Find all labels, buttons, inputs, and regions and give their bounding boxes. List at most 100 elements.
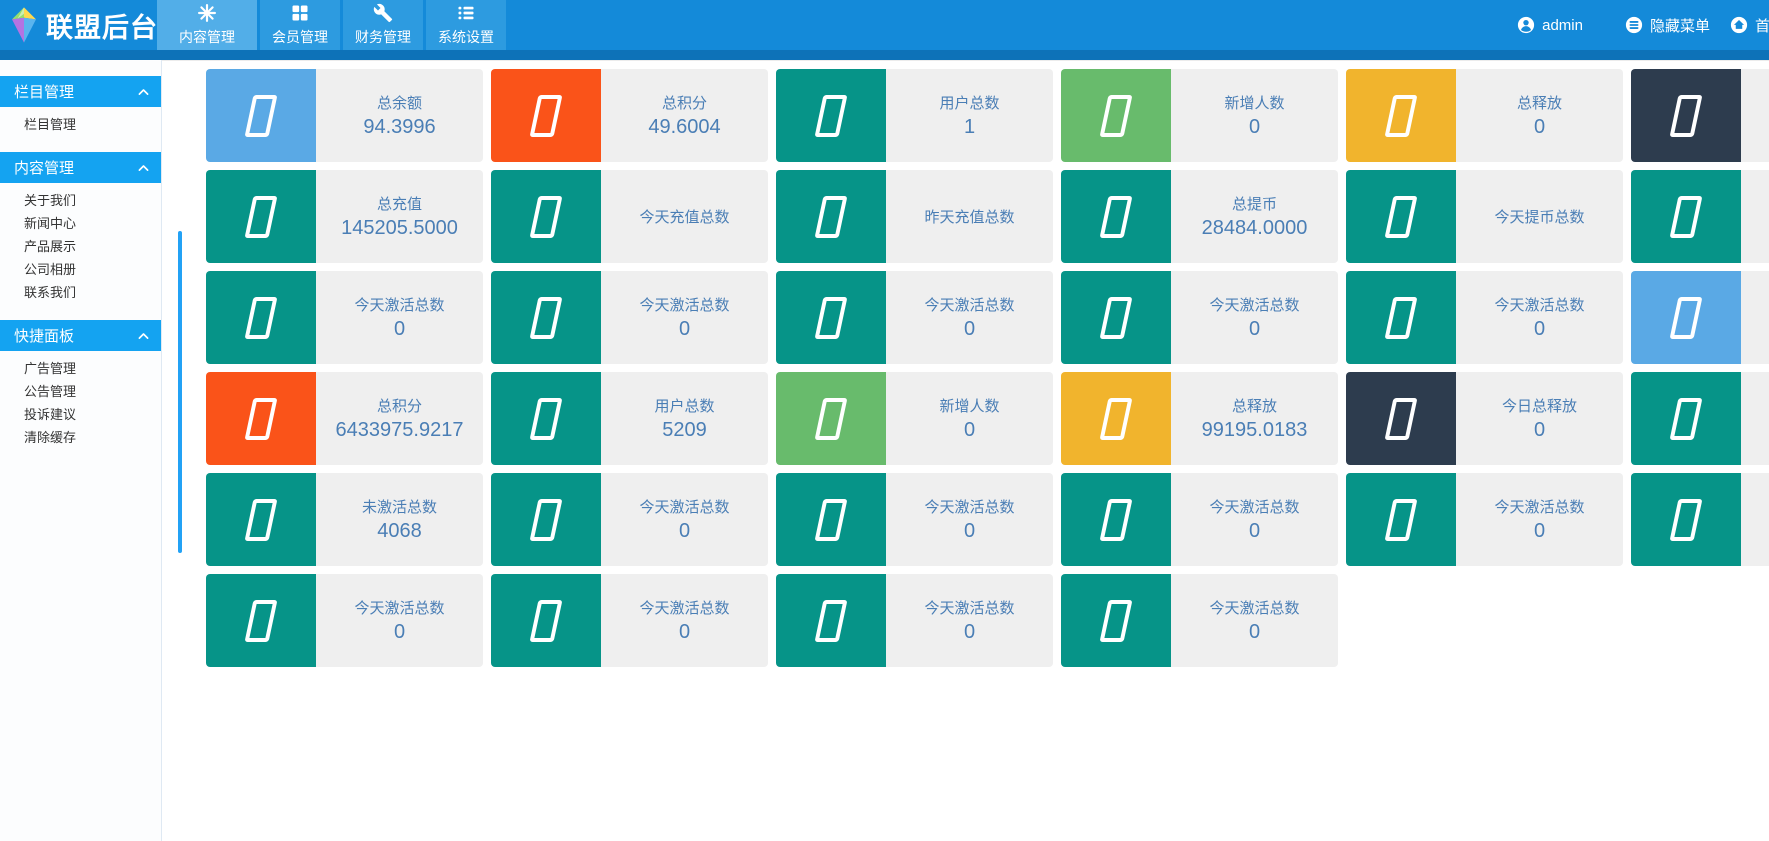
sidebar-item[interactable]: 清除缓存 — [24, 430, 77, 445]
stat-card[interactable]: 今天激活总数 0 — [1346, 271, 1623, 364]
stat-card[interactable]: 今天激活总数 0 — [1061, 271, 1338, 364]
tofu-glyph-icon — [814, 94, 848, 137]
stat-card[interactable]: 总释放 99195.0183 — [1061, 372, 1338, 465]
stat-card[interactable]: 今天激活总数 0 — [491, 574, 768, 667]
stat-label: 今天激活总数 — [639, 297, 730, 314]
stat-card-icon — [206, 473, 316, 566]
tofu-glyph-icon — [1384, 94, 1418, 137]
stat-value: 0 — [393, 318, 406, 340]
nav-tab-2[interactable]: 会员管理 — [260, 0, 340, 50]
app-logo-area: 联盟后台 — [0, 0, 157, 50]
stat-card[interactable] — [1631, 372, 1769, 465]
asterisk-icon — [197, 3, 217, 23]
sidebar-group-title: 栏目管理 — [14, 84, 75, 101]
stat-card[interactable]: 今天激活总数 0 — [776, 574, 1053, 667]
stat-card[interactable]: 今天激活总数 0 — [776, 473, 1053, 566]
stat-card-body: 今天激活总数 0 — [316, 574, 483, 667]
sidebar-item[interactable]: 栏目管理 — [24, 117, 77, 132]
stat-card[interactable]: 总释放 0 — [1346, 69, 1623, 162]
stat-card-body: 今天激活总数 0 — [1456, 473, 1623, 566]
stat-value: 1 — [963, 116, 976, 138]
sidebar-item[interactable]: 投诉建议 — [24, 407, 77, 422]
stat-card-icon — [1631, 170, 1741, 263]
stat-card[interactable]: 昨天充值总数 — [776, 170, 1053, 263]
sidebar-item[interactable]: 公告管理 — [24, 384, 77, 399]
stat-card[interactable]: 总余额 94.3996 — [206, 69, 483, 162]
stat-card[interactable]: 今天充值总数 — [491, 170, 768, 263]
tofu-glyph-icon — [814, 296, 848, 339]
stat-card[interactable]: 新增人数 0 — [1061, 69, 1338, 162]
stat-card[interactable]: 今天提币总数 — [1346, 170, 1623, 263]
user-menu[interactable]: admin — [1517, 16, 1583, 34]
stat-card-body: 今天激活总数 0 — [1171, 473, 1338, 566]
stat-card[interactable]: 今天激活总数 0 — [491, 271, 768, 364]
stat-card-icon — [206, 271, 316, 364]
sidebar-group: 栏目管理 栏目管理 — [0, 76, 161, 146]
stat-card[interactable]: 今天激活总数 0 — [1061, 574, 1338, 667]
stat-card[interactable] — [1631, 473, 1769, 566]
tofu-glyph-icon — [1099, 195, 1133, 238]
stats-row: 今天激活总数 0 今天激活总数 0 今天激活总数 0 今天激活总数 0 — [206, 271, 1769, 364]
stat-card[interactable]: 总充值 145205.5000 — [206, 170, 483, 263]
stat-card-icon — [206, 574, 316, 667]
stat-card[interactable]: 今天激活总数 0 — [1061, 473, 1338, 566]
chevron-up-icon — [138, 164, 149, 172]
stat-card-icon — [776, 69, 886, 162]
tofu-glyph-icon — [244, 195, 278, 238]
stat-card[interactable]: 总提币 28484.0000 — [1061, 170, 1338, 263]
stat-card-icon — [491, 271, 601, 364]
sidebar-group-header[interactable]: 栏目管理 — [0, 76, 161, 107]
stat-card[interactable]: 总积分 49.6004 — [491, 69, 768, 162]
stat-card-icon — [1631, 271, 1741, 364]
stat-card[interactable]: 总积分 6433975.9217 — [206, 372, 483, 465]
nav-tab-3[interactable]: 财务管理 — [343, 0, 423, 50]
stat-card[interactable]: 未激活总数 4068 — [206, 473, 483, 566]
tofu-glyph-icon — [244, 498, 278, 541]
stat-card[interactable]: 今日总释放 0 — [1346, 372, 1623, 465]
sidebar-item[interactable]: 公司相册 — [24, 262, 77, 277]
stat-card[interactable]: 新增人数 0 — [776, 372, 1053, 465]
stat-card[interactable] — [1631, 271, 1769, 364]
stat-card[interactable]: 今天激活总数 0 — [206, 271, 483, 364]
scrollbar-thumb[interactable] — [178, 231, 182, 553]
sidebar-item[interactable]: 产品展示 — [24, 239, 77, 254]
hide-menu-button[interactable]: 隐藏菜单 — [1625, 15, 1710, 36]
stat-card[interactable]: 今天激活总数 0 — [776, 271, 1053, 364]
nav-tab-4[interactable]: 系统设置 — [426, 0, 506, 50]
sidebar-item[interactable]: 联系我们 — [24, 285, 77, 300]
stat-card[interactable]: 用户总数 1 — [776, 69, 1053, 162]
stat-card[interactable]: 今天激活总数 0 — [491, 473, 768, 566]
stat-label: 今天激活总数 — [354, 600, 445, 617]
sidebar-item[interactable]: 广告管理 — [24, 361, 77, 376]
stat-value: 4068 — [377, 520, 422, 542]
stat-value: 0 — [678, 520, 691, 542]
stat-label: 总积分 — [661, 95, 707, 112]
stat-value: 145205.5000 — [341, 217, 458, 239]
stat-card-body: 今天激活总数 0 — [886, 473, 1053, 566]
sidebar-group-header[interactable]: 内容管理 — [0, 152, 161, 183]
nav-tab-1[interactable]: 内容管理 — [157, 0, 257, 50]
stat-card[interactable] — [1631, 170, 1769, 263]
topbar-right: admin 隐藏菜单 首页 — [1517, 0, 1769, 50]
stat-card-icon — [776, 170, 886, 263]
stat-label: 今天激活总数 — [924, 600, 1015, 617]
stat-card-icon — [1346, 473, 1456, 566]
stat-card[interactable] — [1631, 69, 1769, 162]
stat-value: 99195.0183 — [1201, 419, 1308, 441]
stat-card[interactable]: 用户总数 5209 — [491, 372, 768, 465]
stat-label: 今天激活总数 — [1209, 499, 1300, 516]
stat-label: 未激活总数 — [361, 499, 437, 516]
stat-card-body: 今天激活总数 0 — [1171, 271, 1338, 364]
stat-card-icon — [1346, 372, 1456, 465]
tofu-glyph-icon — [1099, 296, 1133, 339]
stat-label: 今天激活总数 — [354, 297, 445, 314]
stat-card[interactable]: 今天激活总数 0 — [206, 574, 483, 667]
home-button[interactable]: 首页 — [1730, 15, 1769, 36]
sidebar-item[interactable]: 关于我们 — [24, 193, 77, 208]
tofu-glyph-icon — [244, 599, 278, 642]
sidebar-group-header[interactable]: 快捷面板 — [0, 320, 161, 351]
stat-card[interactable]: 今天激活总数 0 — [1346, 473, 1623, 566]
sidebar-item[interactable]: 新闻中心 — [24, 216, 77, 231]
stat-card-body — [1741, 372, 1769, 465]
tofu-glyph-icon — [529, 94, 563, 137]
